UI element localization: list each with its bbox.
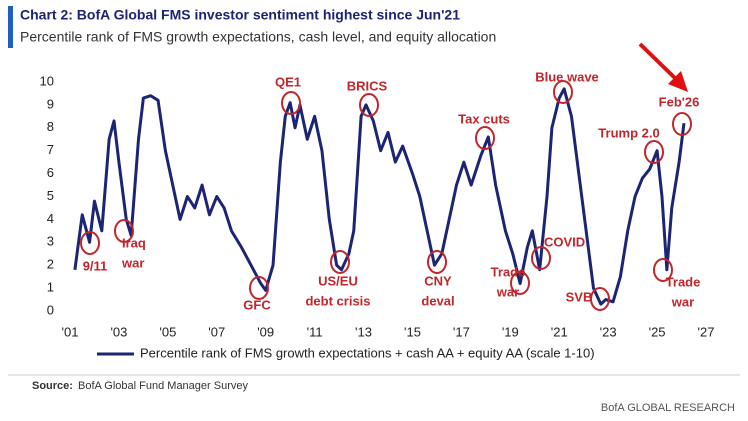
x-tick-label: '21 — [551, 324, 568, 339]
annotation-circle — [281, 91, 301, 115]
arrow — [638, 42, 679, 82]
annotation: SVB — [566, 289, 593, 304]
title-bar — [8, 6, 13, 48]
y-tick-label: 0 — [47, 302, 54, 317]
brand: BofA GLOBAL RESEARCH — [601, 402, 735, 414]
annotation: QE1 — [275, 74, 301, 89]
annotation: Trade — [491, 264, 526, 279]
y-tick-label: 1 — [47, 280, 54, 295]
annotation-circle — [359, 93, 379, 117]
annotation: BRICS — [347, 78, 388, 93]
annotation: COVID — [544, 234, 585, 249]
annotation: war — [496, 284, 519, 299]
annotation-circle — [114, 219, 134, 243]
x-tick-label: '07 — [208, 324, 225, 339]
annotation: war — [121, 255, 144, 270]
source-label: Source: — [32, 380, 73, 392]
annotation: debt crisis — [305, 293, 370, 308]
annotation-circle — [475, 126, 495, 150]
annotation-circle — [672, 112, 692, 136]
y-tick-label: 10 — [40, 73, 54, 88]
arrow-head — [668, 71, 688, 92]
chart-title: Chart 2: BofA Global FMS investor sentim… — [20, 7, 460, 23]
annotation-circle — [653, 258, 673, 282]
annotation-circle — [553, 80, 573, 104]
annotation: Trump 2.0 — [598, 125, 659, 140]
x-tick-label: '01 — [62, 324, 79, 339]
y-tick-label: 3 — [47, 234, 54, 249]
annotation-circle — [249, 276, 269, 300]
annotation: CNY — [424, 273, 452, 288]
y-tick-label: 8 — [47, 119, 54, 134]
x-tick-label: '23 — [600, 324, 617, 339]
legend-label: Percentile rank of FMS growth expectatio… — [140, 345, 595, 360]
x-tick-label: '05 — [159, 324, 176, 339]
chart-subtitle: Percentile rank of FMS growth expectatio… — [20, 29, 496, 45]
x-tick-label: '11 — [307, 324, 323, 339]
annotation-circle — [531, 246, 551, 270]
annotation-circle — [510, 271, 530, 295]
y-tick-label: 4 — [47, 211, 54, 226]
x-tick-label: '25 — [649, 324, 666, 339]
x-tick-label: '13 — [355, 324, 372, 339]
y-tick-label: 2 — [47, 257, 54, 272]
annotation: war — [671, 294, 694, 309]
annotation-circle — [644, 140, 664, 164]
x-tick-label: '03 — [110, 324, 127, 339]
annotation-circle — [427, 250, 447, 274]
x-tick-label: '17 — [453, 324, 470, 339]
annotation: Tax cuts — [458, 111, 510, 126]
annotation-circle — [80, 231, 100, 255]
x-tick-label: '19 — [502, 324, 519, 339]
annotation: US/EU — [318, 273, 358, 288]
annotation: Blue wave — [535, 69, 599, 84]
y-tick-label: 5 — [47, 188, 54, 203]
annotation: GFC — [243, 297, 271, 312]
annotation: Iraq — [122, 235, 146, 250]
y-tick-label: 7 — [47, 142, 54, 157]
x-tick-label: '27 — [698, 324, 715, 339]
annotation: 9/11 — [83, 258, 108, 273]
source: BofA Global Fund Manager Survey — [78, 380, 248, 392]
annotation: deval — [421, 293, 454, 308]
annotation: Feb'26 — [659, 94, 700, 109]
series-line — [73, 87, 686, 306]
annotation-circle — [330, 250, 350, 274]
x-tick-label: '15 — [404, 324, 421, 339]
y-tick-label: 9 — [47, 96, 54, 111]
annotation: Trade — [666, 274, 701, 289]
annotation-circle — [590, 287, 610, 311]
y-tick-label: 6 — [47, 165, 54, 180]
x-tick-label: '09 — [257, 324, 274, 339]
